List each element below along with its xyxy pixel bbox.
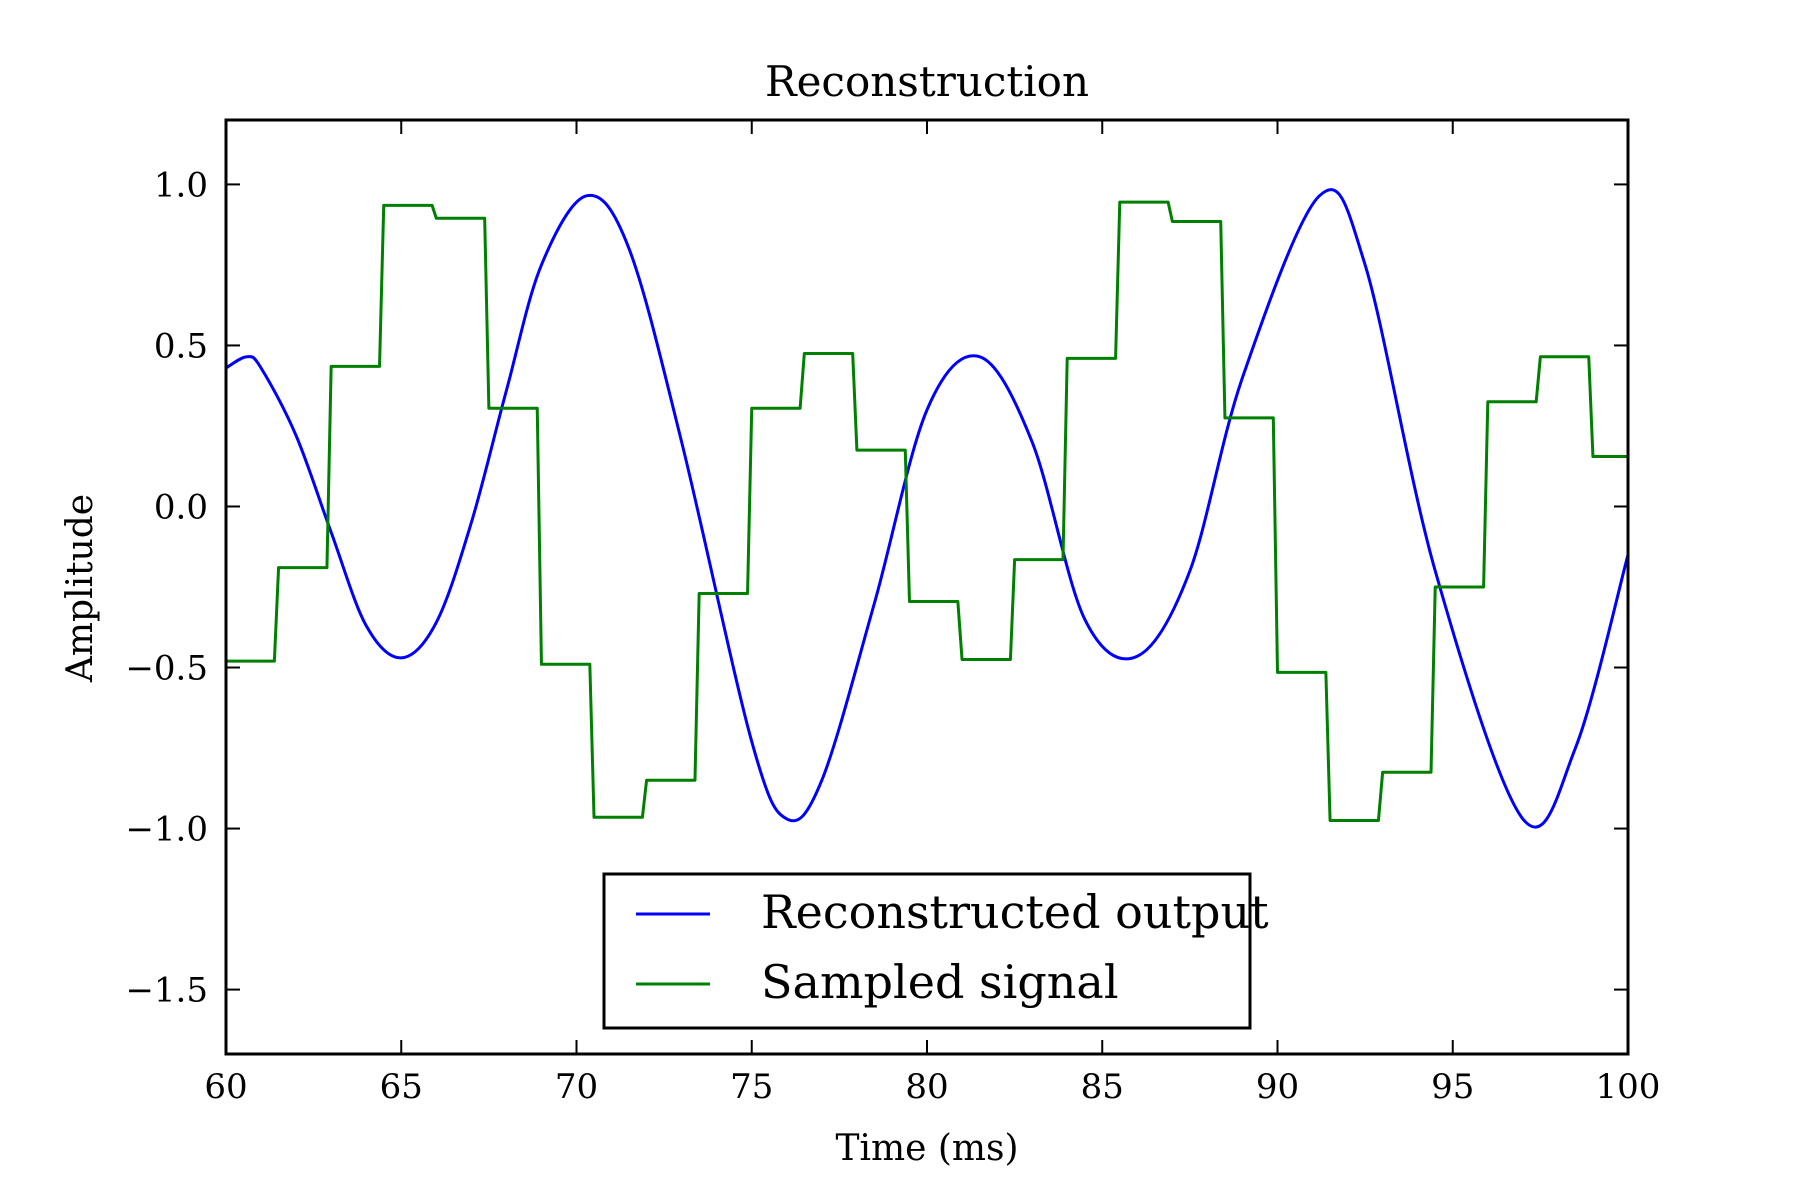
y-tick-label: 0.0: [154, 487, 208, 527]
x-axis-label: Time (ms): [835, 1128, 1018, 1169]
legend: Reconstructed output Sampled signal: [602, 872, 1269, 1030]
y-tick-label: 1.0: [154, 165, 208, 205]
x-tick-label: 60: [204, 1067, 247, 1107]
legend-frame: [602, 872, 1252, 1030]
y-axis-label: Amplitude: [60, 494, 101, 683]
axes-ticks: 60 65 70 75 80 85 90 95 100 1.0 0.5 0.0 −0.5 −1.0 −1.5: [125, 120, 1660, 1107]
series-line-sampled-signal: [226, 200, 1628, 822]
x-tick-label: 100: [1596, 1067, 1661, 1107]
x-tick-label: 65: [380, 1067, 423, 1107]
y-tick-label: −0.5: [125, 649, 208, 689]
x-tick-label: 80: [905, 1067, 948, 1107]
legend-label-reconstructed-output: Reconstructed output: [761, 885, 1269, 939]
x-tick-label: 90: [1256, 1067, 1299, 1107]
y-tick-label: 0.5: [154, 326, 208, 366]
legend-label-sampled-signal: Sampled signal: [761, 955, 1119, 1009]
chart-title: Reconstruction: [765, 57, 1089, 106]
x-tick-label: 75: [730, 1067, 773, 1107]
x-tick-label: 95: [1431, 1067, 1474, 1107]
x-tick-label: 85: [1081, 1067, 1124, 1107]
y-tick-label: −1.0: [125, 810, 208, 850]
y-tick-label: −1.5: [125, 971, 208, 1011]
plot-area: [226, 188, 1628, 829]
series-line-reconstructed-output: [226, 188, 1628, 829]
x-tick-label: 70: [555, 1067, 598, 1107]
